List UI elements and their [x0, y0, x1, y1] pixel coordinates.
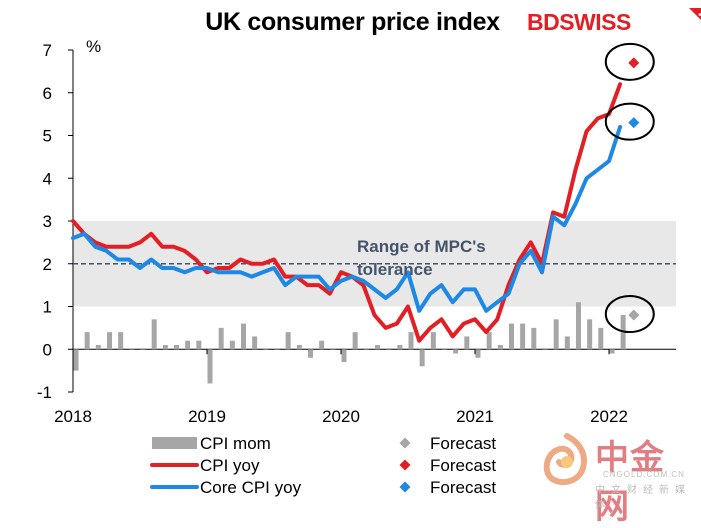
bar-cpi-mom: [374, 344, 380, 350]
bar-cpi-mom: [84, 332, 90, 350]
legend-marker-forecast-cpi: [399, 459, 411, 471]
bar-cpi-mom: [464, 336, 470, 350]
bar-cpi-mom: [140, 349, 146, 350]
y-tick-label: 2: [43, 255, 52, 274]
bar-cpi-mom: [363, 349, 369, 350]
bar-cpi-mom: [475, 349, 481, 358]
bar-cpi-mom: [497, 344, 503, 350]
y-tick-label: -1: [37, 383, 52, 402]
cngold-watermark: 中金网 CNGOLD.COM.CN 中文财经新媒体: [543, 430, 693, 527]
bar-cpi-mom: [129, 349, 135, 350]
y-tick-label: 5: [43, 127, 52, 146]
legend-label-forecast-core: Forecast: [430, 478, 496, 497]
y-tick-label: 3: [43, 212, 52, 231]
bar-cpi-mom: [564, 336, 570, 350]
legend-label-forecast-cpi: Forecast: [430, 456, 496, 475]
bar-cpi-mom: [106, 332, 112, 350]
bar-cpi-mom: [229, 340, 235, 350]
line-cpi-yoy: [71, 82, 623, 343]
y-tick-label: 0: [43, 340, 52, 359]
bar-cpi-mom: [598, 327, 604, 350]
x-tick-label: 2018: [54, 407, 92, 426]
bar-cpi-mom: [118, 332, 124, 350]
bar-cpi-mom: [531, 327, 537, 350]
legend-marker-forecast-core: [399, 481, 411, 493]
line-core-cpi-yoy: [71, 124, 623, 313]
bar-cpi-mom: [218, 327, 224, 350]
bar-cpi-mom: [520, 323, 526, 350]
bar-cpi-mom: [397, 344, 403, 350]
swiss-cross-icon: [689, 8, 701, 20]
bar-cpi-mom: [408, 332, 414, 350]
bar-cpi-mom: [441, 349, 447, 350]
bar-cpi-mom: [319, 340, 325, 350]
bar-cpi-mom: [307, 349, 313, 358]
bar-cpi-mom: [486, 332, 492, 350]
forecast-circle: [604, 295, 655, 334]
bar-cpi-mom: [609, 349, 615, 354]
forecast-circle: [604, 102, 655, 141]
legend-marker-forecast-mom: [399, 437, 411, 449]
x-tick-label: 2022: [590, 407, 628, 426]
bar-cpi-mom: [162, 344, 168, 350]
bar-cpi-mom: [508, 323, 514, 350]
bar-cpi-mom: [330, 349, 336, 350]
forecast-marker-core-cpi: [628, 117, 640, 129]
bar-cpi-mom: [274, 349, 280, 350]
bar-cpi-mom: [296, 344, 302, 350]
cngold-logo-icon: [543, 433, 587, 486]
legend-label-cpi-mom: CPI mom: [200, 434, 271, 453]
watermark-name: 中金网: [595, 438, 665, 527]
bar-cpi-mom: [352, 332, 358, 350]
legend-label-forecast-mom: Forecast: [430, 434, 496, 453]
annotation-line-1: Range of MPC's: [357, 237, 486, 256]
bar-cpi-mom: [419, 349, 425, 367]
bar-cpi-mom: [430, 332, 436, 350]
bar-cpi-mom: [151, 319, 157, 350]
bar-cpi-mom: [185, 340, 191, 350]
cpi-chart: -1 0 1 2 3 4 5 6 7 % 2018 2019 2020 2021 2022 Range of …: [37, 37, 676, 497]
annotation-line-2: tolerance: [357, 260, 433, 279]
forecast-circle: [604, 42, 655, 81]
bdswiss-logo: BDSWISS: [527, 8, 701, 36]
bar-cpi-mom: [587, 319, 593, 350]
y-tick-label: 1: [43, 298, 52, 317]
bar-cpi-mom: [453, 349, 459, 354]
bar-cpi-mom: [553, 319, 559, 350]
bar-cpi-mom: [196, 340, 202, 350]
legend-label-core-cpi: Core CPI yoy: [200, 478, 302, 497]
y-tick-label: 7: [43, 41, 52, 60]
bar-cpi-mom: [542, 349, 548, 350]
y-tick-label: 6: [43, 84, 52, 103]
bar-cpi-mom: [240, 323, 246, 350]
bar-cpi-mom: [575, 302, 581, 350]
y-tick-label: 4: [43, 169, 52, 188]
forecast-marker-cpi-mom: [628, 309, 640, 321]
bar-cpi-mom: [252, 336, 258, 350]
plot-area: -1 0 1 2 3 4 5 6 7 % 2018 2019 2020 2021 2022 Range of …: [37, 37, 676, 497]
bar-cpi-mom: [73, 349, 79, 371]
bar-cpi-mom: [263, 349, 269, 350]
x-tick-label: 2019: [188, 407, 226, 426]
x-tick-label: 2020: [322, 407, 360, 426]
bar-cpi-mom: [285, 332, 291, 350]
bar-cpi-mom: [386, 349, 392, 350]
bar-cpi-mom: [173, 344, 179, 350]
bar-cpi-mom: [95, 344, 101, 350]
watermark-domain: CNGOLD.COM.CN: [603, 470, 685, 479]
y-axis-label: %: [86, 37, 101, 56]
legend-swatch-cpi-mom: [152, 437, 197, 449]
forecast-marker-cpi-yoy: [628, 57, 640, 69]
legend-label-cpi-yoy: CPI yoy: [200, 456, 260, 475]
watermark-tagline: 中文财经新媒体: [595, 485, 691, 511]
chart-title: UK consumer price index: [205, 8, 500, 36]
bar-cpi-mom: [341, 349, 347, 363]
bar-cpi-mom: [207, 349, 213, 384]
x-tick-label: 2021: [456, 407, 494, 426]
